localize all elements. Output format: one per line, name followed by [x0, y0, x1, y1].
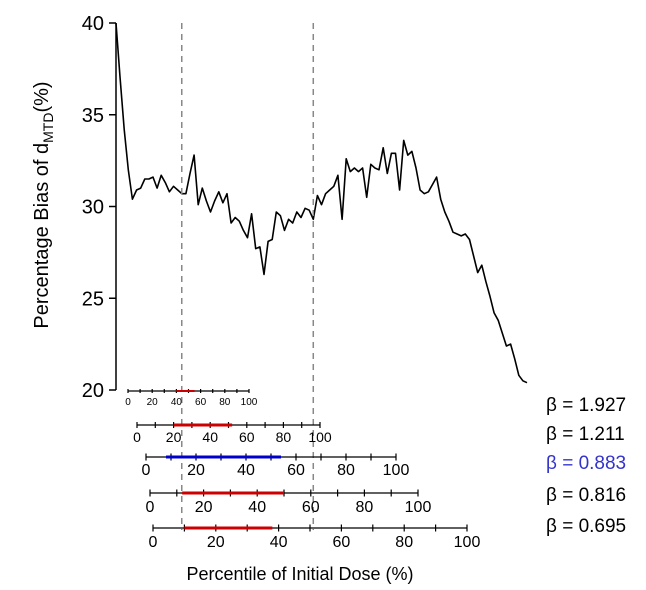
sub-axis-tick-label: 0 — [125, 397, 131, 408]
sub-axis-tick-label: 80 — [356, 499, 374, 516]
sub-axis-tick-label: 60 — [302, 499, 320, 516]
sub-axis: 0 20 40 60 80 100 — [149, 524, 481, 551]
sub-axis-tick-label: 0 — [133, 429, 141, 445]
main-line-group — [115, 22, 528, 384]
y-axis-label-sub: MTD — [40, 113, 56, 143]
sub-axis-tick-label: 20 — [147, 397, 159, 408]
beta-label: β = 1.211 — [546, 424, 625, 445]
sub-axis-tick-label: 80 — [337, 462, 355, 479]
sub-axis-tick-label: 0 — [142, 462, 151, 479]
sub-axes-group: 0 20 40 60 80 100 0 20 40 60 80 100 0 20 40 60 80 100 0 20 4… — [125, 389, 480, 551]
sub-axis-tick-label: 0 — [149, 534, 158, 551]
y-tick-label: 25 — [82, 288, 104, 310]
sub-axis-tick-label: 100 — [308, 429, 332, 445]
beta-labels-group: β = 1.927 β = 1.211 β = 0.883 β = 0.816 β = … — [546, 395, 626, 537]
sub-axis: 0 20 40 60 80 100 — [146, 489, 432, 516]
y-tick-label: 30 — [82, 197, 104, 219]
sub-axis-tick-label: 40 — [171, 397, 183, 408]
series-line — [115, 22, 528, 384]
vertical-reference-lines — [181, 23, 315, 530]
sub-axis: 0 20 40 60 80 100 — [125, 389, 258, 408]
beta-label: β = 1.927 — [546, 395, 626, 416]
sub-axis-tick-label: 80 — [219, 397, 231, 408]
y-axis-label-suffix: (%) — [31, 81, 53, 112]
sub-axis-tick-label: 40 — [237, 462, 255, 479]
sub-axis: 0 20 40 60 80 100 — [133, 422, 332, 445]
sub-axis-tick-label: 100 — [241, 397, 258, 408]
y-axis: 20 25 30 35 40 — [82, 13, 117, 402]
sub-axis: 0 20 40 60 80 100 — [142, 453, 410, 479]
sub-axis-tick-label: 20 — [166, 429, 182, 445]
sub-axis-tick-label: 40 — [248, 499, 266, 516]
sub-axis-tick-label: 60 — [239, 429, 255, 445]
y-axis-label-main: Percentage Bias of d — [31, 143, 53, 329]
sub-axis-tick-label: 100 — [383, 462, 410, 479]
sub-axis-tick-label: 80 — [276, 429, 292, 445]
beta-label: β = 0.816 — [546, 485, 626, 506]
x-axis-label: Percentile of Initial Dose (%) — [186, 564, 413, 584]
sub-axis-tick-label: 20 — [195, 499, 213, 516]
sub-axis-tick-label: 60 — [287, 462, 305, 479]
sub-axis-tick-label: 80 — [395, 534, 413, 551]
y-tick-label: 35 — [82, 105, 104, 127]
sub-axis-tick-label: 40 — [270, 534, 288, 551]
sub-axis-tick-label: 20 — [187, 462, 205, 479]
y-axis-label: Percentage Bias of dMTD(%) — [31, 81, 56, 328]
sub-axis-tick-label: 20 — [207, 534, 225, 551]
sub-axis-tick-label: 100 — [405, 499, 432, 516]
beta-label: β = 0.883 — [546, 453, 626, 474]
sub-axis-tick-label: 40 — [202, 429, 218, 445]
sub-axis-tick-label: 100 — [454, 534, 481, 551]
y-tick-label: 20 — [82, 380, 104, 402]
y-tick-label: 40 — [82, 13, 104, 35]
sub-axis-tick-label: 0 — [146, 499, 155, 516]
sub-axis-tick-label: 60 — [195, 397, 207, 408]
sub-axis-tick-label: 60 — [333, 534, 351, 551]
beta-label: β = 0.695 — [546, 516, 626, 537]
